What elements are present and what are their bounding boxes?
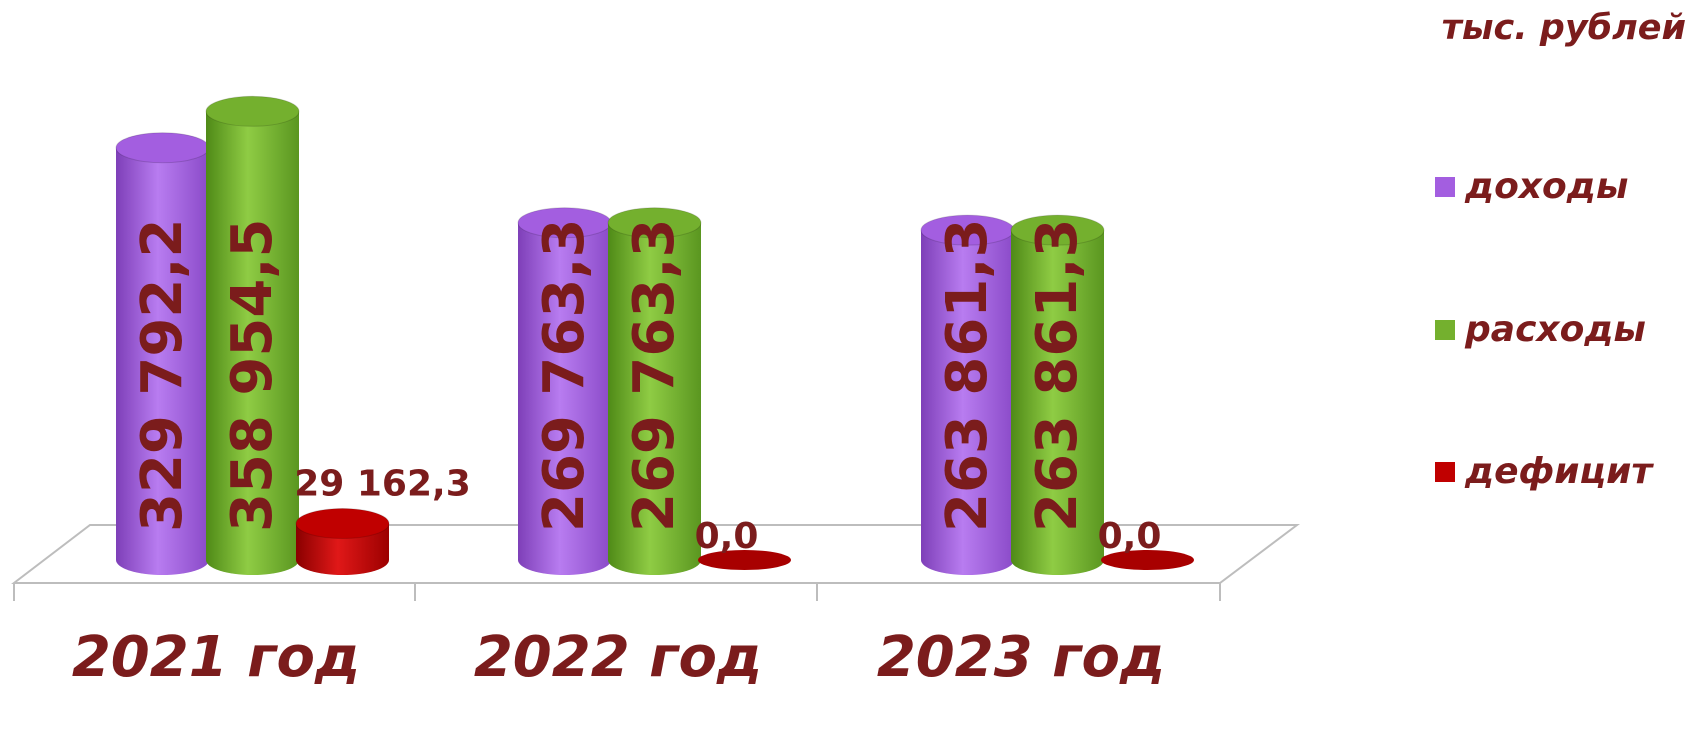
data-label-deficit-1: 29 162,3 <box>294 464 471 505</box>
legend-label-deficit: дефицит <box>1465 451 1653 492</box>
bar-income-1 <box>115 132 210 576</box>
bar-deficit-1 <box>295 508 390 575</box>
bar-cap <box>295 508 390 540</box>
legend: доходы расходы дефицит <box>1435 0 1690 734</box>
bar-cap <box>115 132 210 164</box>
bar-body <box>518 222 611 576</box>
data-label-income-1: 329 792,2 <box>130 218 195 532</box>
legend-item-expenses: расходы <box>1435 309 1646 350</box>
bar-body <box>116 147 209 576</box>
category-label-1: 2021 год <box>72 625 360 690</box>
bar-body <box>921 230 1014 576</box>
bar-cap <box>1101 550 1194 570</box>
bar-body <box>1011 230 1104 576</box>
legend-item-income: доходы <box>1435 166 1628 207</box>
data-label-expenses-2: 269 763,3 <box>622 218 687 532</box>
legend-label-income: доходы <box>1465 166 1629 207</box>
legend-swatch-expenses <box>1435 319 1455 340</box>
bar-deficit-2 <box>698 550 791 570</box>
legend-swatch-income <box>1435 176 1455 197</box>
bar-deficit-3 <box>1101 550 1194 570</box>
legend-swatch-deficit <box>1435 461 1455 482</box>
data-label-expenses-3: 263 861,3 <box>1025 218 1090 532</box>
bar-body <box>206 111 299 576</box>
data-label-income-3: 263 861,3 <box>935 218 1000 532</box>
bar-cap <box>607 207 702 239</box>
bar-expenses-1 <box>205 95 300 576</box>
category-label-2: 2022 год <box>474 625 762 690</box>
bar-income-3 <box>920 214 1015 576</box>
legend-label-expenses: расходы <box>1465 309 1646 350</box>
bar-cap <box>205 95 300 127</box>
unit-label: тыс. рублей <box>1441 8 1686 48</box>
bar-cap <box>698 550 791 570</box>
data-label-income-2: 269 763,3 <box>532 218 597 532</box>
data-label-expenses-1: 358 954,5 <box>220 218 285 532</box>
data-label-deficit-3: 0,0 <box>1098 516 1162 557</box>
bar-expenses-2 <box>607 207 702 576</box>
bar-cap <box>1010 214 1105 246</box>
category-label-3: 2023 год <box>877 625 1165 690</box>
legend-item-deficit: дефицит <box>1435 451 1652 492</box>
bar-body <box>608 222 701 576</box>
bar-expenses-3 <box>1010 214 1105 576</box>
data-label-deficit-2: 0,0 <box>695 516 759 557</box>
